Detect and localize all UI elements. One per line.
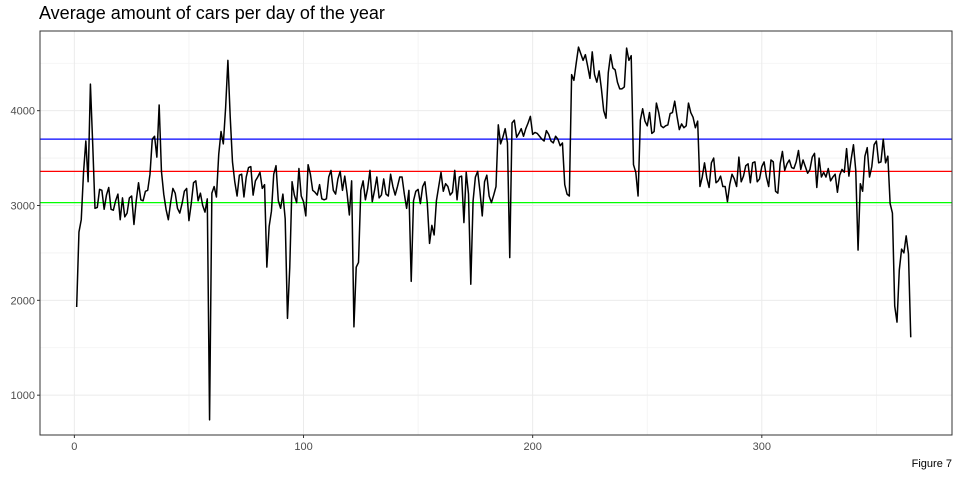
x-tick-label: 100 (294, 441, 312, 453)
series-line (75, 46, 912, 421)
major-gridlines (40, 31, 952, 435)
x-tick-label: 0 (71, 441, 77, 453)
x-tick-label: 300 (753, 441, 771, 453)
y-tick-label: 3000 (11, 200, 35, 212)
figure-caption: Figure 7 (911, 458, 952, 470)
plot-border (39, 30, 953, 436)
plot-panel (40, 31, 952, 435)
chart-title: Average amount of cars per day of the ye… (39, 3, 385, 23)
x-tick-label: 200 (523, 441, 541, 453)
y-tick-label: 4000 (11, 106, 35, 118)
y-axis: 1000 2000 3000 4000 (11, 106, 40, 402)
y-tick-label: 2000 (11, 295, 35, 307)
x-axis: 0 100 200 300 (71, 435, 771, 453)
y-tick-label: 1000 (11, 390, 35, 402)
